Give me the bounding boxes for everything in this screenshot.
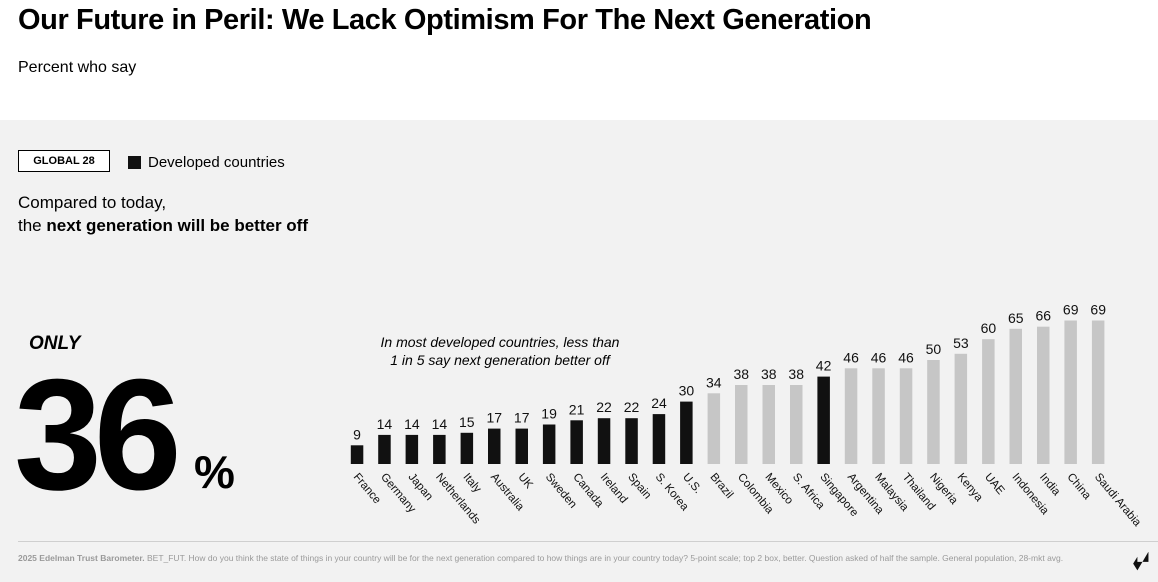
value-label-malaysia: 46 [871,349,887,365]
category-label-india: India [1037,471,1063,498]
bar-france [350,445,364,464]
question-prefix: the [18,216,47,235]
question-line-2: the next generation will be better off [18,216,308,236]
bar-netherlands [433,434,446,464]
bar-mexico [762,385,775,464]
value-label-s-africa: 38 [788,366,804,382]
bar-nigeria [927,360,940,464]
bar-colombia [735,385,748,464]
value-label-colombia: 38 [734,366,750,382]
footnote-source: 2025 Edelman Trust Barometer. [18,553,145,563]
bar-uae [982,339,995,464]
value-label-saudi-arabia: 69 [1090,302,1106,318]
value-label-japan: 14 [404,416,420,432]
page-title: Our Future in Peril: We Lack Optimism Fo… [18,4,872,36]
bar-s-africa [790,385,803,464]
value-label-nigeria: 50 [926,341,942,357]
value-label-australia: 17 [487,410,503,426]
chart-annotation: In most developed countries, less than 1… [352,333,648,369]
category-label-italy: Italy [461,471,484,495]
annotation-line-2: 1 in 5 say next generation better off [390,352,610,368]
bar-australia [488,428,501,464]
category-label-uae: UAE [982,471,1007,497]
bar-china [1064,320,1077,464]
value-label-spain: 22 [624,399,640,415]
bar-uk [515,428,528,464]
value-label-kenya: 53 [953,335,969,351]
value-label-germany: 14 [377,416,393,432]
bar-italy [460,432,474,464]
bar-malaysia [872,368,885,464]
value-label-thailand: 46 [898,349,914,365]
footnote-text: BET_FUT. How do you think the state of t… [144,553,1064,563]
annotation-line-1: In most developed countries, less than [380,334,620,350]
category-label-brazil: Brazil [708,471,736,501]
bar-kenya [954,353,968,464]
bar-india [1037,326,1050,464]
value-label-ireland: 22 [596,399,612,415]
only-label: ONLY [29,333,81,354]
headline-unit: % [194,446,235,498]
value-label-china: 69 [1063,302,1079,318]
value-label-s-korea: 24 [651,395,667,411]
value-label-italy: 15 [459,414,475,430]
bar-thailand [899,368,913,464]
value-label-mexico: 38 [761,366,777,382]
footer-divider [18,541,1158,542]
value-label-sweden: 19 [541,406,557,422]
legend-label-developed: Developed countries [148,154,285,171]
value-label-brazil: 34 [706,374,722,390]
bar-ireland [597,418,611,464]
bar-u-s [680,401,693,464]
bar-canada [570,420,583,464]
value-label-singapore: 42 [816,358,832,374]
bar-singapore [817,376,830,464]
category-label-u-s: U.S. [680,471,704,496]
question-emphasis: next generation will be better off [46,216,308,235]
value-label-u-s: 30 [679,383,695,399]
bar-japan [405,434,419,464]
global-28-badge: GLOBAL 28 [18,150,110,172]
bar-saudi-arabia [1091,320,1105,464]
value-label-argentina: 46 [843,349,859,365]
category-label-china: China [1064,471,1093,502]
category-label-france: France [351,471,383,506]
value-label-uae: 60 [981,320,997,336]
value-label-france: 9 [353,426,361,442]
bar-argentina [844,368,858,464]
value-label-india: 66 [1036,308,1052,324]
page-subtitle: Percent who say [18,59,137,76]
bar-brazil [707,393,721,464]
bar-s-korea [652,414,666,464]
next-arrow-icon[interactable] [1130,552,1154,576]
chart-panel [0,120,1158,582]
value-label-netherlands: 14 [432,416,448,432]
headline-value: 36 [14,347,182,523]
question-line-1: Compared to today, [18,193,167,212]
category-label-saudi-arabia: Saudi Arabia [1092,471,1144,529]
bar-indonesia [1009,328,1022,464]
footnote: 2025 Edelman Trust Barometer. BET_FUT. H… [18,552,1113,564]
value-label-uk: 17 [514,410,530,426]
legend-swatch-developed [128,156,141,169]
bar-germany [378,434,391,464]
category-label-uk: UK [515,471,535,491]
bar-spain [625,418,638,464]
value-label-canada: 21 [569,401,585,417]
value-label-indonesia: 65 [1008,310,1024,326]
bar-sweden [542,424,556,464]
